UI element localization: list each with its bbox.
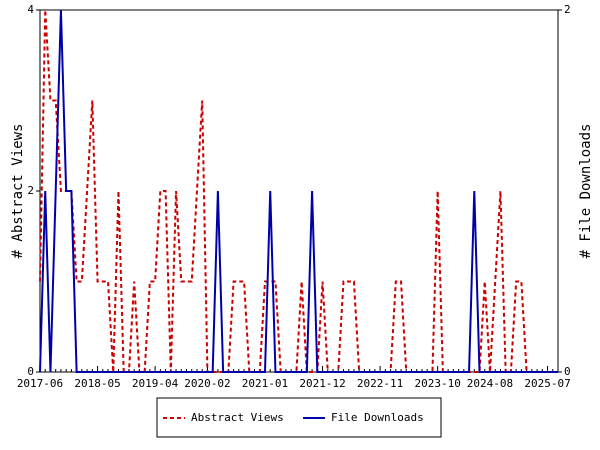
y-tick-label: 0 (27, 365, 34, 378)
series-line (39, 9, 558, 373)
y2-axis-label: # File Downloads (578, 124, 594, 259)
x-tick-label: 2025-07 (524, 377, 570, 390)
x-tick-label: 2022-11 (357, 377, 403, 390)
x-tick-label: 2021-12 (299, 377, 345, 390)
legend-label: Abstract Views (191, 411, 284, 424)
y2-tick-label: 2 (564, 3, 571, 16)
y2-tick-label: 0 (564, 365, 571, 378)
y-tick-label: 4 (27, 3, 34, 16)
y-tick-label: 2 (27, 184, 34, 197)
series-line (39, 9, 558, 373)
x-tick-label: 2023-10 (414, 377, 460, 390)
legend-label: File Downloads (331, 411, 424, 424)
x-tick-label: 2021-01 (242, 377, 288, 390)
x-tick-label: 2020-02 (184, 377, 230, 390)
y-axis-label: # Abstract Views (10, 124, 26, 259)
x-tick-label: 2017-06 (17, 377, 63, 390)
x-tick-label: 2024-08 (467, 377, 513, 390)
legend: Abstract Views File Downloads (156, 397, 442, 438)
legend-box (156, 397, 442, 438)
x-tick-label: 2019-04 (132, 377, 179, 390)
x-tick-label: 2018-05 (74, 377, 120, 390)
